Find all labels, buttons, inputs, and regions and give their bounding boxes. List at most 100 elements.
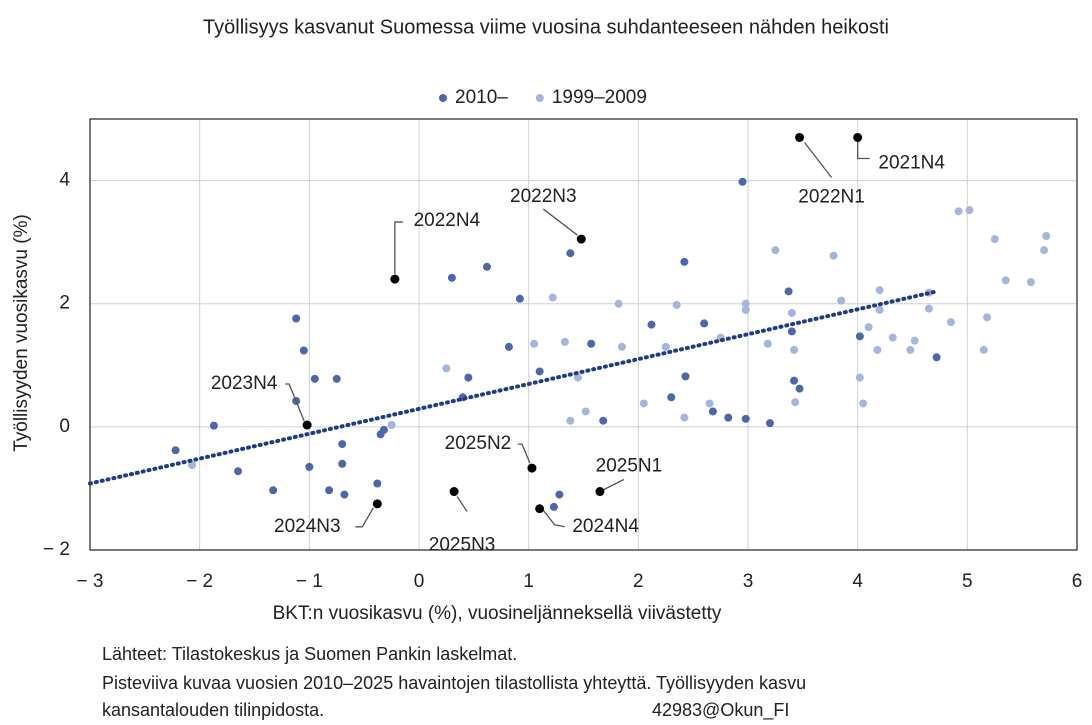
point — [983, 313, 992, 322]
note: Lähteet: Tilastokeskus ja Suomen Pankin … — [102, 644, 517, 664]
point — [910, 336, 919, 345]
highlighted-point — [795, 132, 805, 142]
point — [837, 296, 846, 305]
point — [338, 459, 347, 468]
point — [787, 308, 796, 317]
point — [784, 287, 793, 296]
highlighted-point — [390, 274, 400, 284]
point — [741, 305, 750, 314]
point — [482, 262, 491, 271]
point — [560, 337, 569, 346]
leader-line — [285, 383, 305, 422]
point — [504, 342, 513, 351]
highlighted-point — [853, 132, 863, 142]
point — [705, 399, 714, 408]
point — [548, 293, 557, 302]
point — [587, 339, 596, 348]
point — [549, 502, 558, 511]
point — [581, 407, 590, 416]
point — [340, 490, 349, 499]
point — [661, 342, 670, 351]
y-axis-label: Työllisyyden vuosikasvu (%) — [11, 214, 32, 452]
point — [829, 251, 838, 260]
point — [724, 413, 733, 422]
point — [535, 367, 544, 376]
point — [741, 414, 750, 423]
point — [292, 314, 301, 323]
point — [566, 249, 575, 258]
point — [234, 467, 243, 476]
x-tick-label: − 3 — [77, 571, 104, 592]
leader-line — [517, 443, 531, 464]
point — [442, 364, 451, 373]
note: kansantalouden tilinpidosta. — [102, 700, 324, 720]
point — [1026, 278, 1035, 287]
point — [681, 372, 690, 381]
point — [855, 332, 864, 341]
point — [859, 399, 868, 408]
leader-line — [543, 510, 565, 528]
x-tick-label: 0 — [414, 571, 425, 592]
point — [708, 407, 717, 416]
point — [332, 374, 341, 383]
point — [924, 304, 933, 313]
point — [787, 327, 796, 336]
x-tick-label: 2 — [633, 571, 644, 592]
plot-border — [89, 118, 1078, 551]
point — [1042, 231, 1051, 240]
leader-line — [355, 507, 374, 528]
point — [979, 345, 988, 354]
point — [765, 419, 774, 428]
y-tick-label: 4 — [59, 170, 70, 191]
point — [599, 416, 608, 425]
point — [373, 479, 382, 488]
annotation: 2024N3 — [274, 516, 341, 537]
point — [888, 333, 897, 342]
highlighted-point — [595, 487, 605, 497]
point — [680, 413, 689, 422]
point — [574, 373, 583, 382]
point — [447, 273, 456, 282]
legend-marker — [439, 94, 447, 102]
highlighted-point — [302, 420, 312, 430]
point — [1040, 246, 1049, 255]
y-tick-label: 2 — [59, 293, 70, 314]
note: Pisteviiva kuvaa vuosien 2010–2025 havai… — [102, 673, 806, 693]
chart-title: Työllisyys kasvanut Suomessa viime vuosi… — [203, 16, 889, 38]
point — [864, 323, 873, 332]
point — [647, 320, 656, 329]
highlighted-point — [576, 234, 586, 244]
point — [617, 342, 626, 351]
x-tick-label: − 1 — [296, 571, 323, 592]
point — [946, 318, 955, 327]
point — [855, 373, 864, 382]
point — [875, 286, 884, 295]
point — [680, 257, 689, 266]
point — [639, 399, 648, 408]
x-tick-label: 6 — [1072, 571, 1083, 592]
trendline — [88, 289, 939, 486]
y-tick-label: − 2 — [43, 539, 70, 560]
point — [555, 490, 564, 499]
annotation: 2022N1 — [798, 186, 865, 207]
point — [1001, 276, 1010, 285]
point — [379, 425, 388, 434]
leader-line — [603, 478, 625, 491]
x-tick-label: 1 — [523, 571, 534, 592]
point — [791, 398, 800, 407]
point — [299, 346, 308, 355]
leader-line — [542, 208, 578, 236]
y-tick-label: 0 — [59, 416, 70, 437]
point — [667, 393, 676, 402]
point — [530, 339, 539, 348]
leader-line — [857, 137, 870, 160]
point — [741, 299, 750, 308]
point — [515, 294, 524, 303]
point — [614, 299, 623, 308]
point — [738, 177, 747, 186]
signature: 42983@Okun_FI — [652, 700, 789, 721]
highlighted-point — [535, 504, 545, 514]
point — [209, 421, 218, 430]
legend-label: 2010– — [455, 87, 508, 108]
